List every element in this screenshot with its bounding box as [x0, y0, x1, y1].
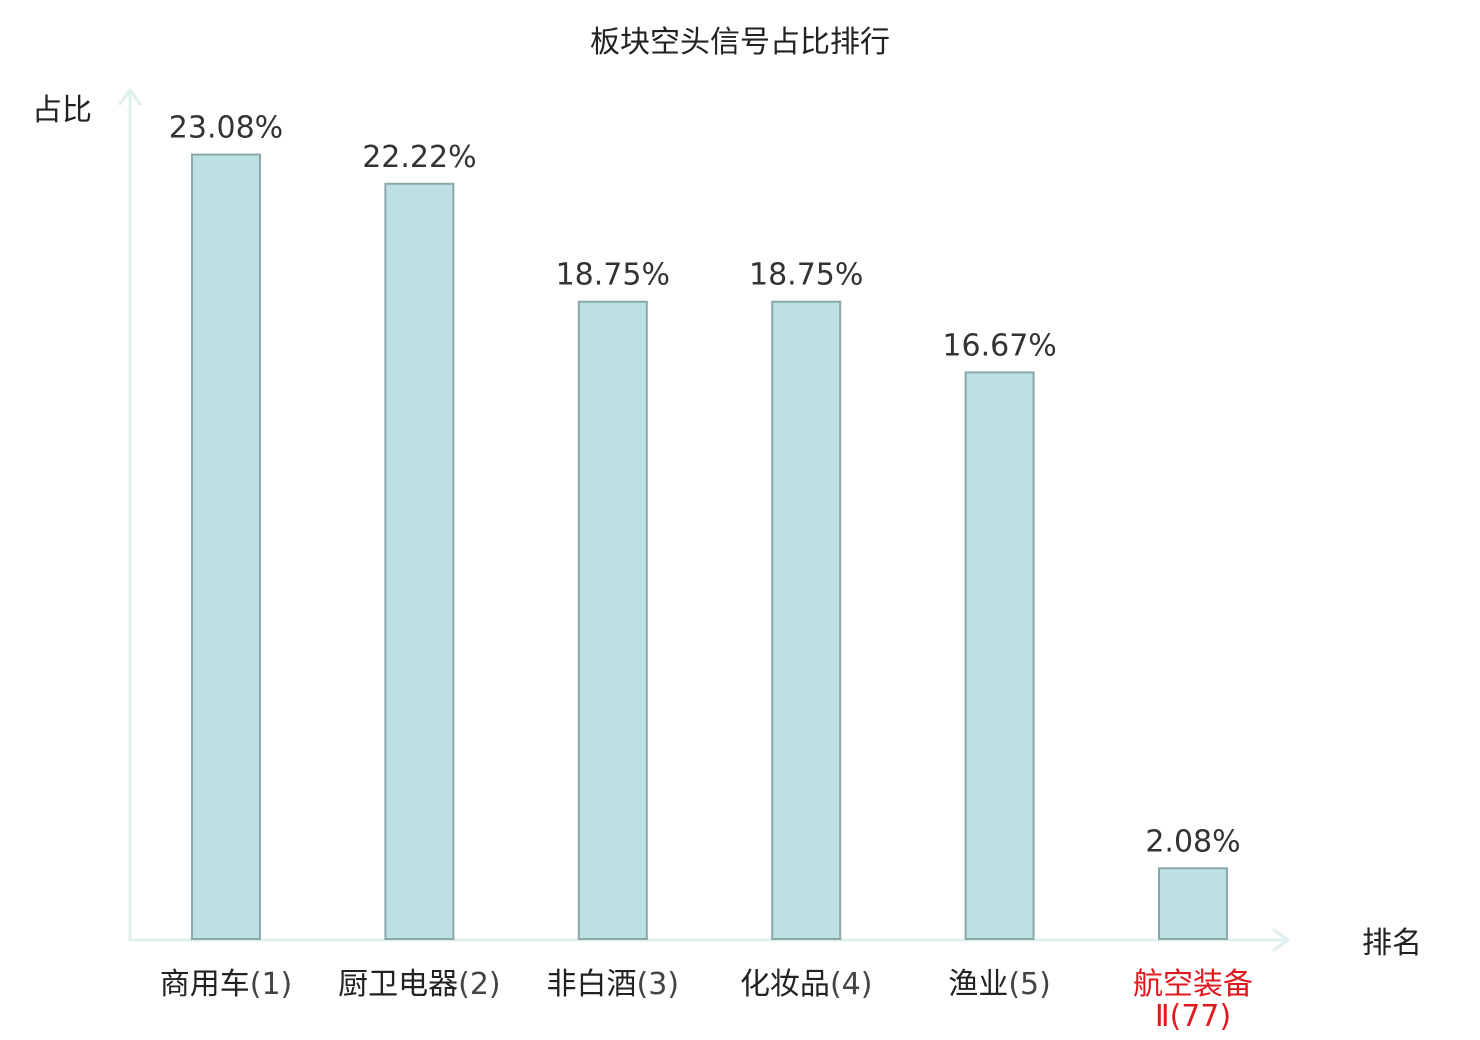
category-name: 非白酒 [547, 967, 637, 1002]
category-rank: (1) [250, 967, 293, 1002]
bar [191, 153, 261, 940]
category-label-line2: Ⅱ(77) [1155, 999, 1231, 1034]
category-name: 航空装备 [1133, 967, 1253, 1002]
category-label: 商用车(1) [160, 967, 293, 1002]
bar [1158, 867, 1228, 940]
y-axis-arrow [118, 88, 142, 106]
category-name: 厨卫电器 [338, 967, 458, 1002]
bar [577, 300, 648, 940]
category-name: 化妆品 [740, 967, 830, 1002]
category-label: 渔业(5) [948, 967, 1051, 1002]
category-rank: (3) [637, 967, 680, 1002]
bar [771, 300, 842, 940]
category-label: 非白酒(3) [547, 967, 680, 1002]
chart-title: 板块空头信号占比排行 [590, 25, 890, 60]
value-label: 18.75% [556, 258, 670, 293]
x-axis-label: 排名 [1362, 926, 1422, 961]
category-label: 航空装备 [1133, 967, 1253, 1002]
value-label: 16.67% [942, 328, 1056, 363]
category-name: 渔业 [948, 967, 1008, 1002]
value-label: 22.22% [362, 140, 476, 175]
value-labels-group: 23.08% 22.22% 18.75% 18.75% 16.67% 2.08% [169, 111, 1241, 860]
y-axis-label: 占比 [32, 93, 92, 128]
x-axis-arrow [1272, 928, 1290, 952]
value-label: 23.08% [169, 111, 283, 146]
bar [384, 182, 455, 940]
axes [118, 88, 1290, 952]
bar [964, 371, 1035, 940]
category-label: 化妆品(4) [740, 967, 873, 1002]
category-rank: (5) [1008, 967, 1051, 1002]
category-rank: (2) [458, 967, 501, 1002]
value-label: 2.08% [1145, 824, 1240, 859]
bars-group [191, 153, 1228, 940]
value-label: 18.75% [749, 258, 863, 293]
category-label: 厨卫电器(2) [338, 967, 501, 1002]
category-rank: (4) [830, 967, 873, 1002]
category-name: 商用车 [160, 967, 250, 1002]
